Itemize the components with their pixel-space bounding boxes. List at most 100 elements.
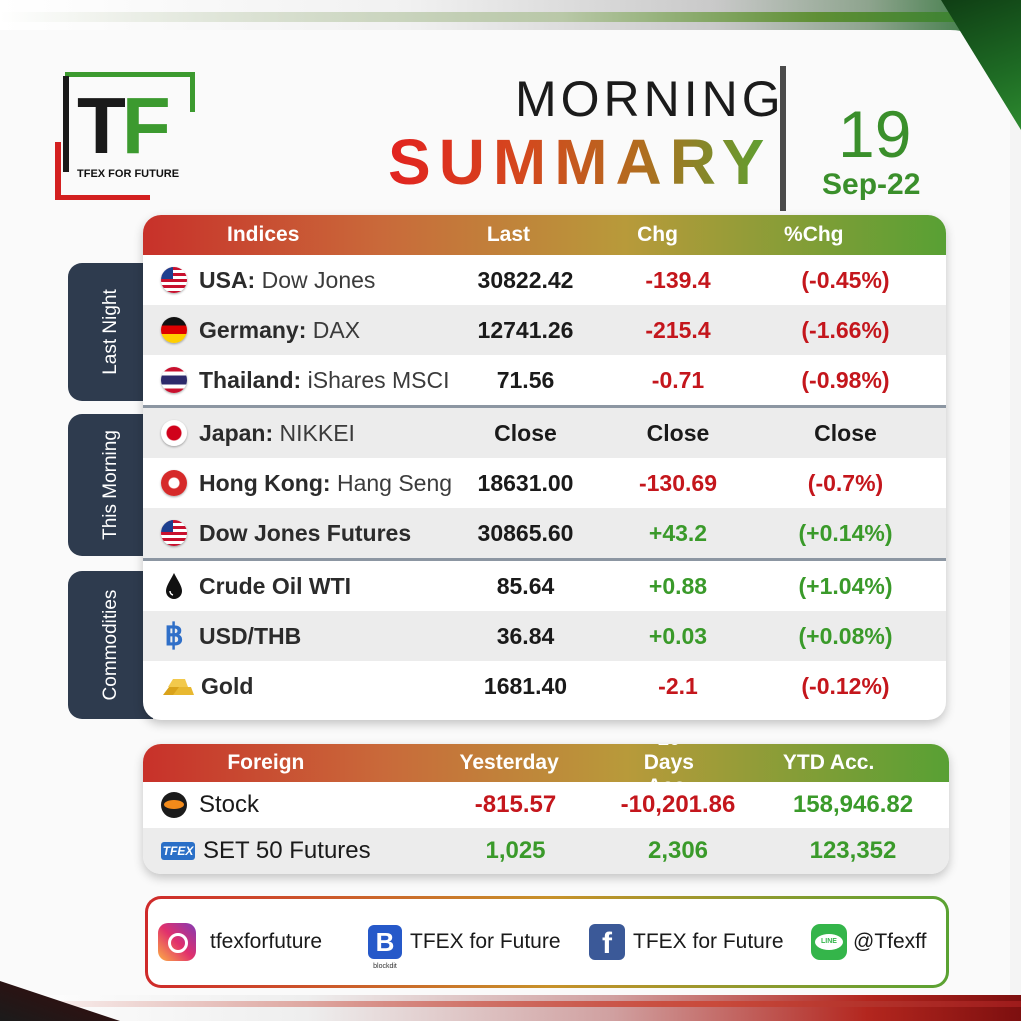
facebook-handle: TFEX for Future [633, 930, 784, 953]
row-country: USD/THB [199, 622, 302, 649]
thailand-flag-icon [161, 367, 187, 393]
row-chg: -2.1 [658, 672, 698, 699]
row-index: iShares MSCI [307, 366, 450, 393]
table-row: Germany: DAX 12741.26 -215.4 (-1.66%) [143, 305, 946, 355]
row-chg: +0.03 [648, 622, 708, 649]
header-chg: Chg [637, 223, 678, 246]
row-chg: Close [646, 419, 710, 446]
row-ytd: 158,946.82 [792, 791, 914, 818]
indices-table-header: Indices Last Chg %Chg [143, 215, 946, 255]
section-label-text: Commodities [99, 589, 121, 701]
row-last: 30822.42 [477, 266, 574, 293]
row-index: NIKKEI [279, 419, 355, 446]
table-row: TFEX SET 50 Futures 1,025 2,306 123,352 [143, 828, 949, 874]
logo-letters: TF [77, 86, 171, 166]
section-label-text: This Morning [99, 430, 121, 540]
row-yesterday: -815.57 [474, 791, 557, 818]
table-row: Thailand: iShares MSCI 71.56 -0.71 (-0.9… [143, 355, 946, 405]
table-row: USA: Dow Jones 30822.42 -139.4 (-0.45%) [143, 255, 946, 305]
row-chg: -130.69 [638, 469, 717, 496]
row-index: Dow Jones [261, 266, 376, 293]
date-month: Sep-22 [822, 168, 921, 201]
row-country: Crude Oil WTI [199, 572, 352, 599]
table-row: Crude Oil WTI 85.64 +0.88 (+1.04%) [143, 561, 946, 611]
section-label-this-morning: This Morning [68, 414, 153, 556]
instagram-handle: tfexforfuture [210, 930, 323, 953]
header-yesterday: Yesterday [459, 751, 559, 774]
section-label-last-night: Last Night [68, 263, 153, 401]
top-decor-stripe-accent [0, 12, 1021, 22]
hong-kong-flag-icon [161, 470, 187, 496]
row-last: 12741.26 [477, 316, 574, 343]
row-country: Germany: [199, 316, 307, 343]
row-last: 18631.00 [477, 469, 574, 496]
instagram-link[interactable]: tfexforfuture [158, 899, 322, 985]
row-country: Thailand: [199, 366, 302, 393]
row-yesterday: 1,025 [485, 837, 546, 864]
date-day: 19 [838, 97, 912, 171]
row-pct: (+1.04%) [798, 572, 893, 599]
facebook-icon: f [589, 924, 625, 960]
table-row: Hong Kong: Hang Seng 18631.00 -130.69 (-… [143, 458, 946, 508]
set-logo-icon [161, 792, 187, 818]
row-pct: (+0.08%) [798, 622, 893, 649]
row-last: 30865.60 [477, 519, 574, 546]
section-label-text: Last Night [99, 289, 121, 375]
us-flag-icon [161, 267, 187, 293]
row-10-days: 2,306 [647, 837, 709, 864]
row-country: USA: [199, 266, 256, 293]
title-summary: SUMMARY [388, 126, 773, 198]
tfex-logo: TF TFEX FOR FUTURE [55, 72, 200, 202]
header-10-days: 10 Days Acc. [643, 744, 694, 798]
row-pct: (-0.98%) [801, 366, 890, 393]
us-flag-icon [161, 520, 187, 546]
section-label-commodities: Commodities [68, 571, 153, 719]
facebook-link[interactable]: f TFEX for Future [589, 899, 784, 985]
title-morning: MORNING [515, 71, 785, 127]
instagram-icon [158, 923, 196, 961]
row-10-days: -10,201.86 [620, 791, 736, 818]
logo-tagline: TFEX FOR FUTURE [77, 168, 180, 180]
logo-bracket-red [55, 142, 61, 200]
table-row: Dow Jones Futures 30865.60 +43.2 (+0.14%… [143, 508, 946, 558]
logo-letter-f: F [121, 81, 171, 170]
table-row: Gold 1681.40 -2.1 (-0.12%) [143, 661, 946, 711]
row-ytd: 123,352 [809, 837, 897, 864]
blockdit-handle: TFEX for Future [410, 930, 561, 953]
line-icon [811, 924, 847, 960]
table-row: ฿ USD/THB 36.84 +0.03 (+0.08%) [143, 611, 946, 661]
header-divider [780, 66, 786, 211]
row-country: Dow Jones Futures [199, 519, 412, 546]
row-pct: (-0.7%) [807, 469, 884, 496]
row-pct: (-0.45%) [801, 266, 890, 293]
row-index: Hang Seng [336, 469, 453, 496]
row-chg: -0.71 [651, 366, 705, 393]
row-last: 71.56 [496, 366, 555, 393]
japan-flag-icon [161, 420, 187, 446]
blockdit-icon-caption: blockdit [373, 963, 397, 970]
row-chg: -139.4 [645, 266, 711, 293]
tfex-logo-icon: TFEX [161, 842, 195, 860]
row-last: 36.84 [496, 622, 555, 649]
blockdit-icon-letter: B [375, 927, 395, 957]
logo-bracket-black [63, 76, 69, 172]
row-pct: (-0.12%) [801, 672, 890, 699]
oil-drop-icon [161, 571, 187, 601]
germany-flag-icon [161, 317, 187, 343]
logo-letter-t: T [77, 81, 126, 170]
bottom-decor-stripe [0, 995, 1021, 1021]
header-pct-chg: %Chg [784, 223, 844, 246]
row-last: Close [494, 419, 557, 446]
foreign-table: Foreign Yesterday 10 Days Acc. YTD Acc. … [143, 744, 949, 874]
section-divider [143, 405, 946, 408]
row-chg: +43.2 [648, 519, 708, 546]
row-last: 85.64 [496, 572, 555, 599]
header-ytd: YTD Acc. [782, 751, 875, 774]
line-link[interactable]: @Tfexff [811, 899, 926, 985]
row-pct: Close [814, 419, 877, 446]
row-index: DAX [312, 316, 361, 343]
row-label: Stock [199, 791, 260, 818]
